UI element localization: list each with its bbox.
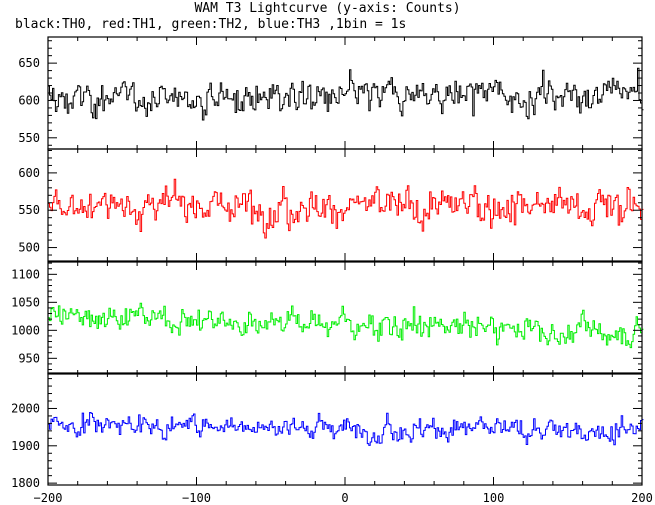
x-tick-label: 100: [483, 491, 505, 505]
y-tick-label: 650: [18, 56, 40, 70]
y-tick-label: 600: [18, 166, 40, 180]
y-tick-label: 950: [18, 351, 40, 365]
y-tick-label: 2000: [11, 401, 40, 415]
x-tick-label: −200: [34, 491, 63, 505]
y-tick-label: 500: [18, 241, 40, 255]
y-tick-label: 550: [18, 203, 40, 217]
x-tick-label: 200: [631, 491, 653, 505]
y-tick-label: 1050: [11, 295, 40, 309]
x-tick-label: 0: [341, 491, 348, 505]
x-tick-label: −100: [182, 491, 211, 505]
chart-title: WAM T3 Lightcurve (y-axis: Counts): [194, 1, 461, 16]
y-tick-label: 550: [18, 131, 40, 145]
y-tick-label: 1100: [11, 267, 40, 281]
chart-subtitle: black:TH0, red:TH1, green:TH2, blue:TH3 …: [15, 17, 407, 32]
y-tick-label: 1800: [11, 476, 40, 490]
y-tick-label: 600: [18, 93, 40, 107]
y-tick-label: 1000: [11, 323, 40, 337]
series-line-th2: [48, 302, 644, 349]
series-line-th0: [48, 67, 644, 121]
y-tick-label: 1900: [11, 439, 40, 453]
series-line-th1: [48, 178, 644, 239]
series-line-th3: [48, 412, 644, 446]
